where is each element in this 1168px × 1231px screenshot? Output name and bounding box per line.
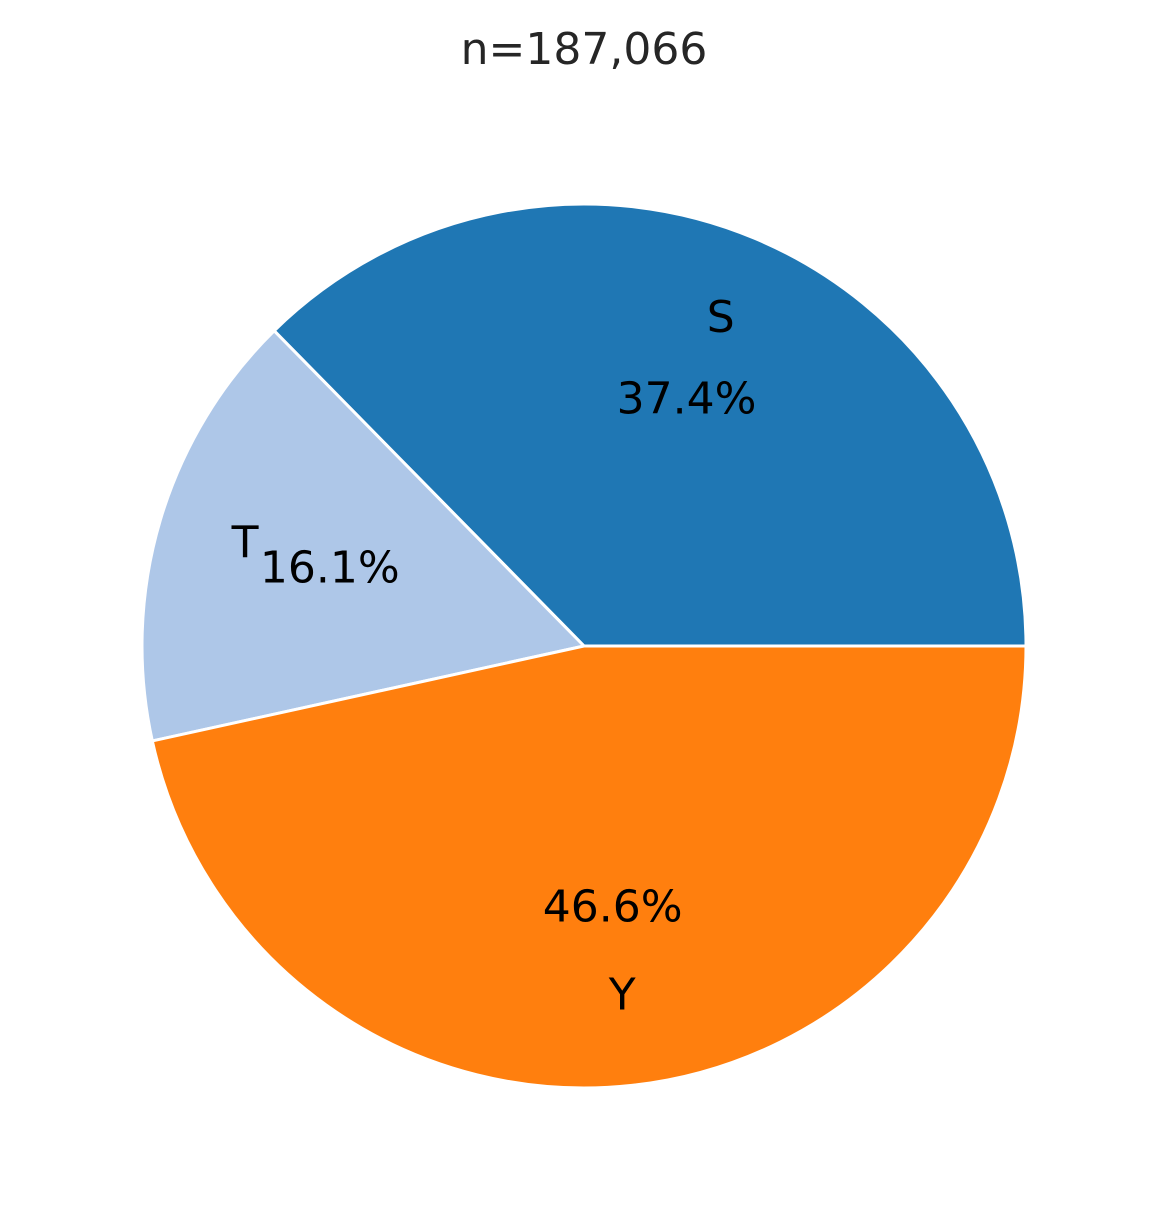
- pie-slice: [150, 644, 1028, 1090]
- slice-percent: 46.6%: [543, 882, 683, 933]
- pie-slice: [140, 328, 587, 743]
- chart-title: n=187,066: [461, 24, 708, 75]
- slice-percent: 37.4%: [617, 373, 757, 424]
- slice-label: S: [707, 292, 735, 343]
- pie-slice: [272, 202, 1028, 648]
- slice-label: Y: [608, 970, 636, 1021]
- slice-label: T: [231, 517, 259, 568]
- slice-percent: 16.1%: [260, 542, 400, 593]
